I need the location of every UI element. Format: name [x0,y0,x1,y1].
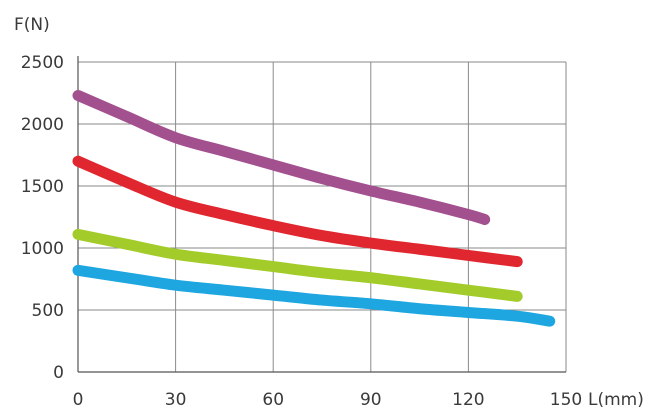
x-tick-label: 30 [165,390,187,410]
x-axis-title: L(mm) [588,390,644,410]
x-tick-label: 90 [360,390,382,410]
chart-series [72,89,556,327]
x-tick-label: 150 [550,390,582,410]
x-tick-label: 120 [452,390,484,410]
chart-axes [77,56,566,373]
series-line-1 [72,89,491,225]
series-line-2 [72,155,523,268]
y-axis-title: F(N) [14,15,50,35]
y-tick-label: 500 [32,301,64,321]
chart-grid [77,61,567,373]
y-tick-label: 1000 [21,239,64,259]
y-tick-label: 1500 [21,177,64,197]
y-tick-label: 2000 [21,115,64,135]
x-tick-label: 0 [73,390,84,410]
y-tick-label: 0 [53,363,64,383]
y-tick-label: 2500 [21,53,64,73]
x-tick-label: 60 [262,390,284,410]
series-line-3 [72,228,523,302]
series-line-4 [72,264,556,327]
